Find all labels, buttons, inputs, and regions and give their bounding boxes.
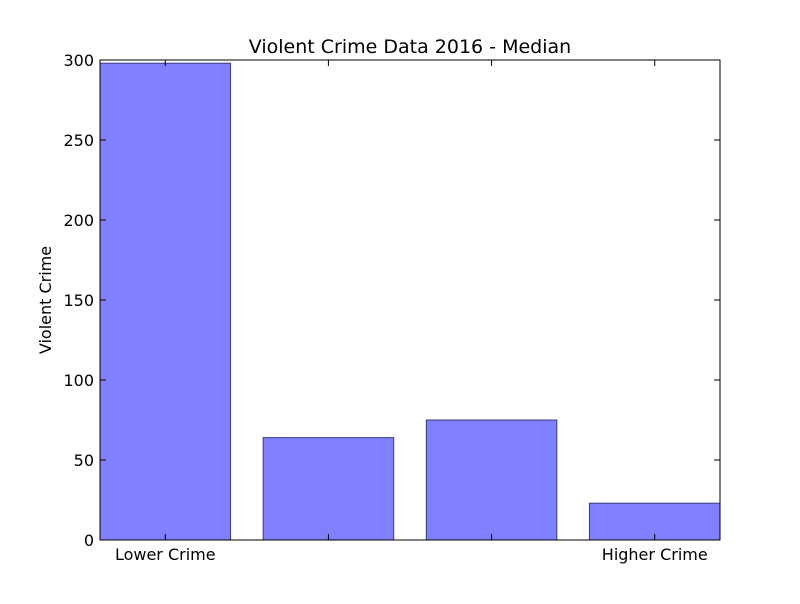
y-tick-label-5: 250: [63, 131, 94, 150]
y-tick-label-0: 0: [84, 531, 94, 550]
y-tick-label-6: 300: [63, 51, 94, 70]
bar-3: [425, 419, 558, 541]
bar-1: [99, 62, 232, 541]
bars-layer: [99, 62, 721, 541]
x-tick-label-3: Higher Crime: [602, 545, 708, 564]
y-axis-label: Violent Crime: [36, 246, 55, 354]
y-tick-label-4: 200: [63, 211, 94, 230]
x-tick-label-0: Lower Crime: [115, 545, 216, 564]
y-tick-label-3: 150: [63, 291, 94, 310]
plot-frame: [99, 59, 721, 541]
y-tick-label-2: 100: [63, 371, 94, 390]
bar-2: [262, 437, 395, 541]
y-tick-label-1: 50: [74, 451, 94, 470]
bar-4: [588, 502, 721, 541]
chart-title: Violent Crime Data 2016 - Median: [249, 36, 571, 58]
ticks-layer: 0 50 100 150 200 250 300 Lower Crime Higher Crim…: [63, 51, 720, 564]
